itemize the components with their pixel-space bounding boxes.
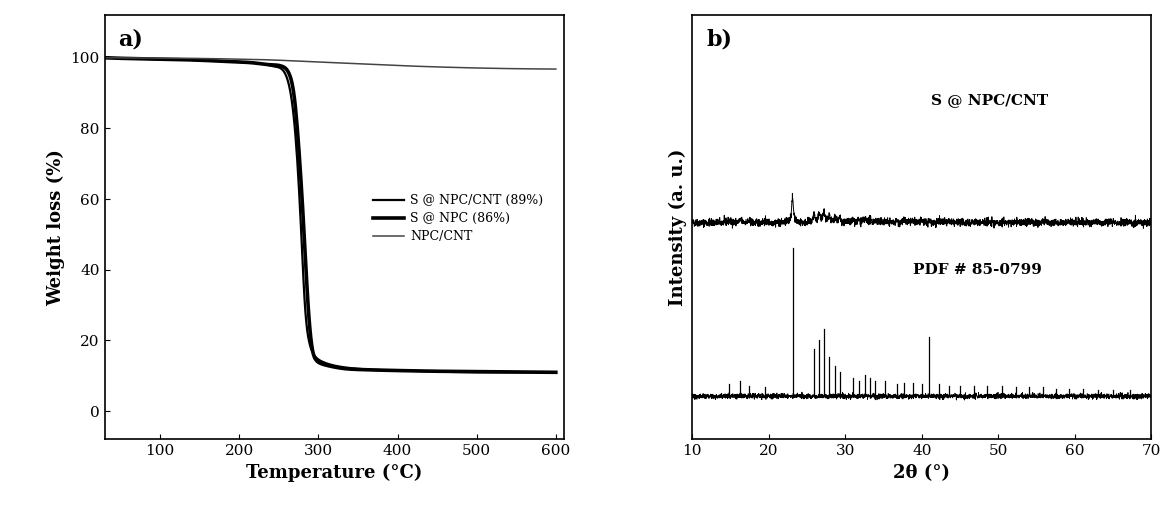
S @ NPC (86%) — [538, 369, 552, 375]
NPC/CNT — [342, 60, 356, 66]
Text: PDF # 85-0799: PDF # 85-0799 — [913, 263, 1042, 277]
NPC/CNT — [315, 59, 329, 65]
Text: b): b) — [706, 28, 732, 50]
S @ NPC/CNT (89%) — [312, 357, 326, 363]
Y-axis label: Weight loss (%): Weight loss (%) — [47, 149, 65, 306]
S @ NPC/CNT (89%) — [538, 369, 552, 375]
S @ NPC/CNT (89%) — [549, 369, 563, 376]
S @ NPC/CNT (89%) — [366, 367, 380, 373]
S @ NPC/CNT (89%) — [468, 369, 481, 376]
S @ NPC/CNT (89%) — [486, 369, 500, 376]
X-axis label: 2θ (°): 2θ (°) — [893, 464, 950, 482]
S @ NPC (86%) — [366, 367, 380, 373]
S @ NPC/CNT (89%) — [315, 358, 329, 364]
NPC/CNT — [538, 66, 552, 72]
Text: S @ NPC/CNT: S @ NPC/CNT — [932, 93, 1048, 107]
X-axis label: Temperature (°C): Temperature (°C) — [247, 464, 422, 482]
S @ NPC/CNT (89%) — [98, 55, 112, 61]
Line: S @ NPC/CNT (89%): S @ NPC/CNT (89%) — [105, 58, 556, 373]
S @ NPC (86%) — [312, 360, 326, 366]
Line: NPC/CNT: NPC/CNT — [105, 58, 556, 69]
NPC/CNT — [468, 65, 481, 71]
S @ NPC (86%) — [549, 369, 563, 376]
NPC/CNT — [312, 59, 326, 65]
S @ NPC (86%) — [468, 368, 481, 375]
Legend: S @ NPC/CNT (89%), S @ NPC (86%), NPC/CNT: S @ NPC/CNT (89%), S @ NPC (86%), NPC/CN… — [368, 190, 548, 248]
S @ NPC/CNT (89%) — [342, 365, 356, 371]
NPC/CNT — [366, 61, 380, 67]
S @ NPC (86%) — [315, 361, 329, 367]
S @ NPC (86%) — [342, 366, 356, 372]
NPC/CNT — [549, 66, 563, 72]
S @ NPC (86%) — [98, 55, 112, 61]
Line: S @ NPC (86%): S @ NPC (86%) — [105, 58, 556, 373]
Text: a): a) — [119, 28, 143, 50]
Y-axis label: Intensity (a. u.): Intensity (a. u.) — [669, 149, 686, 306]
NPC/CNT — [98, 55, 112, 61]
